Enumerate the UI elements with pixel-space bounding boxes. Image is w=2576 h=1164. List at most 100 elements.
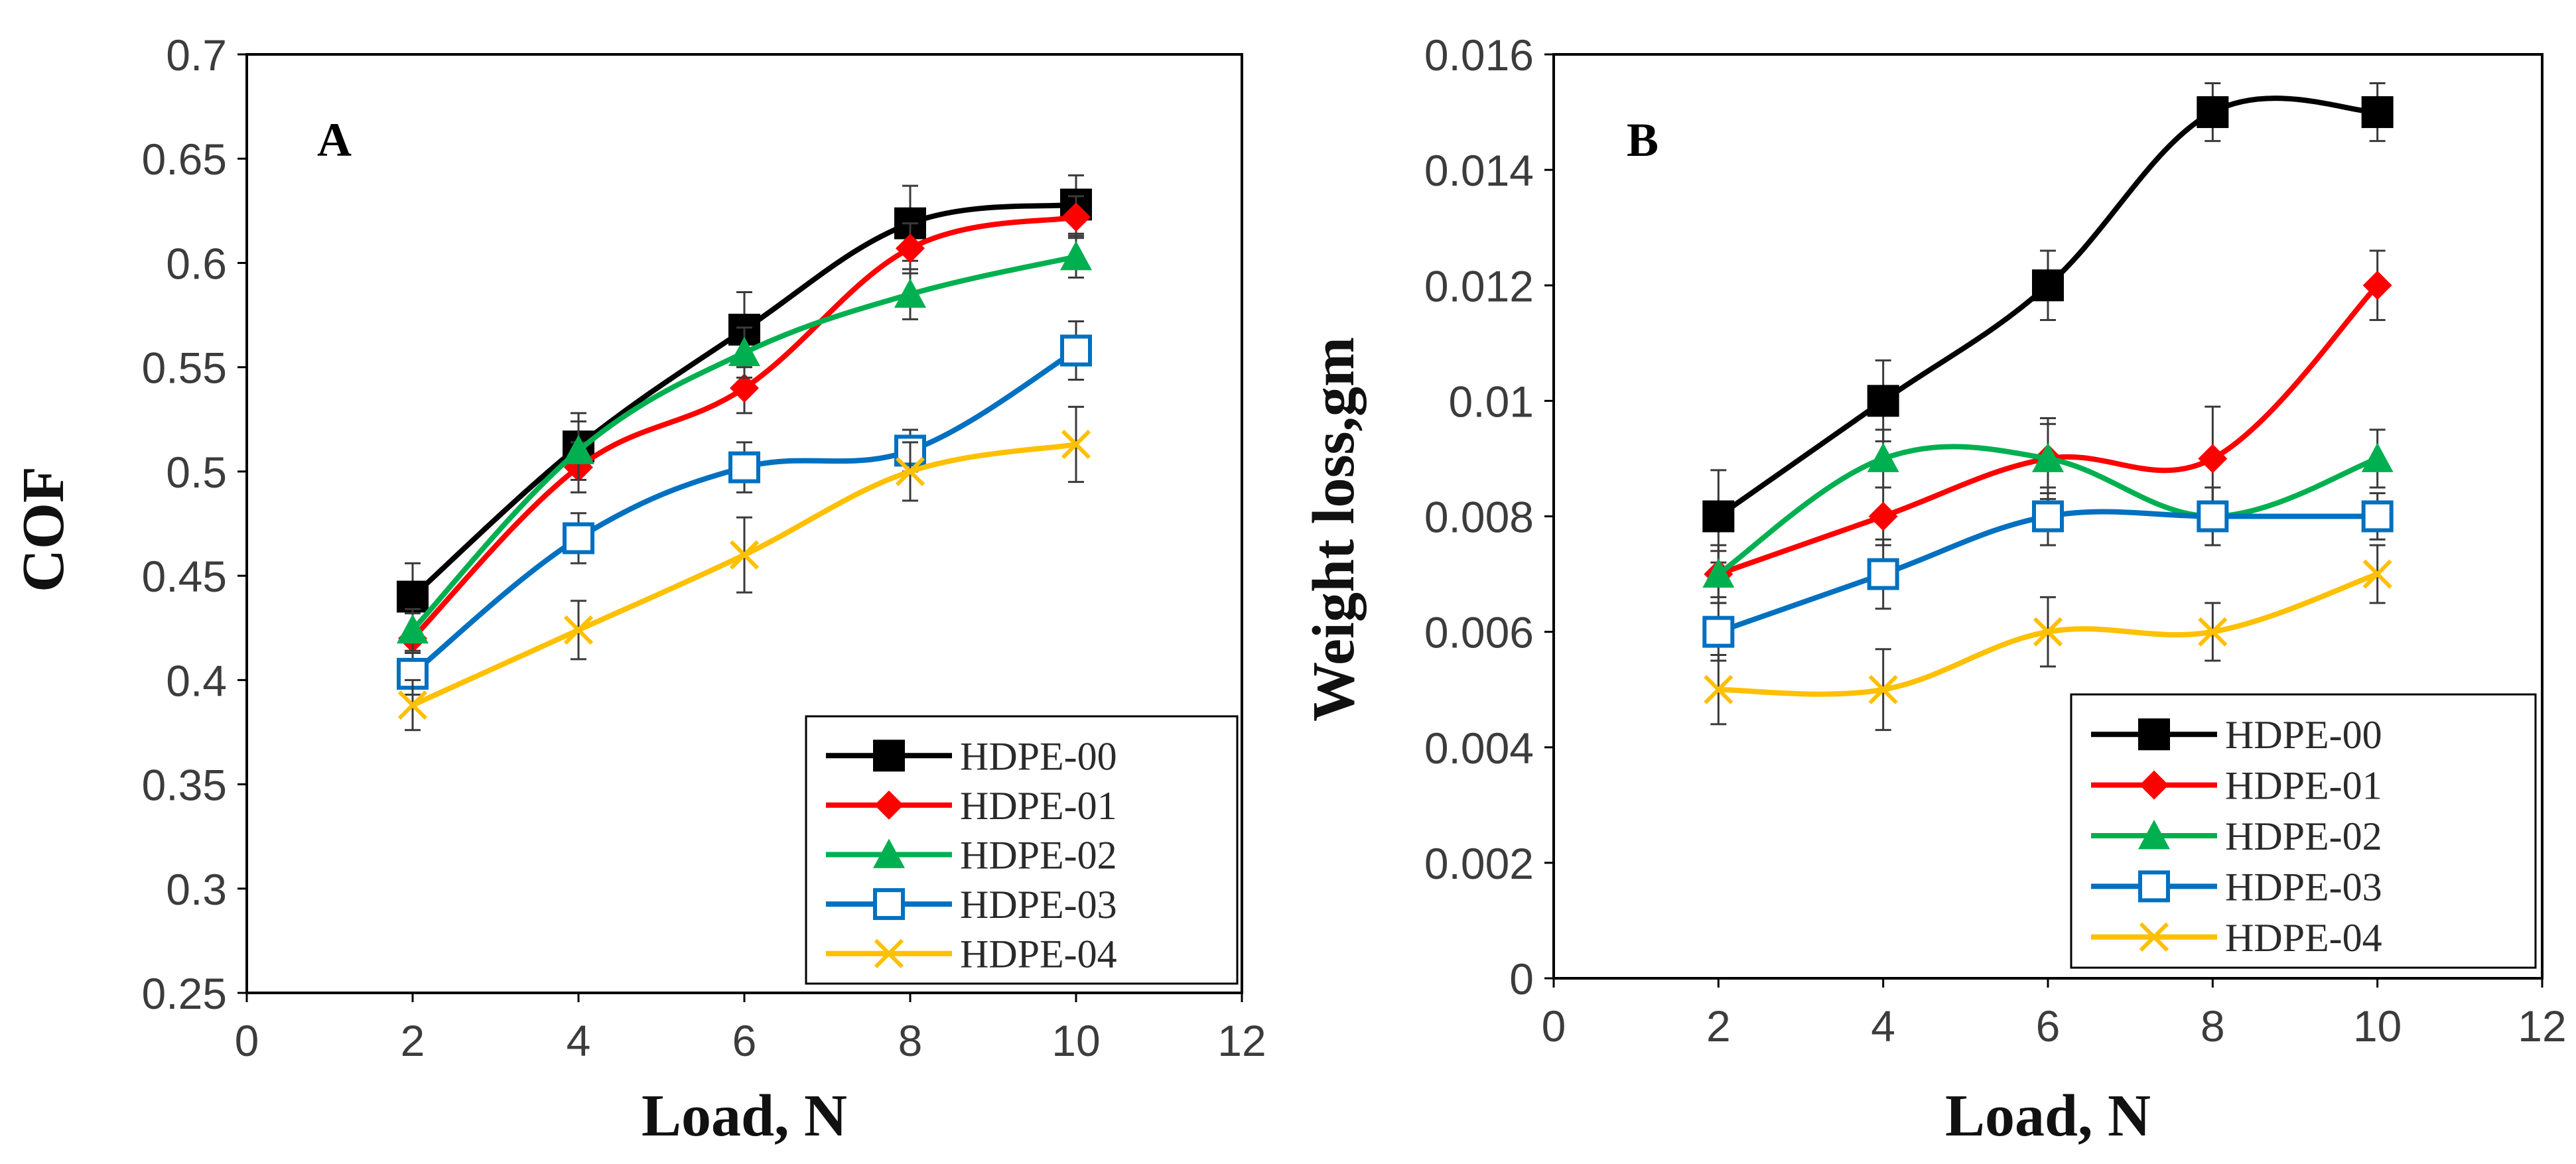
data-point-marker	[2032, 442, 2064, 472]
y-tick-label: 0	[1509, 954, 1534, 1003]
x-tick-label: 4	[1871, 1002, 1895, 1051]
data-point-marker	[2361, 500, 2394, 533]
data-point-marker	[729, 540, 760, 570]
x-tick-label: 0	[235, 1016, 259, 1065]
legend-marker-swatch	[2138, 870, 2170, 903]
legend: HDPE-00 HDPE-01 HDPE-02 HDPE-03 HDPE-04	[2070, 693, 2537, 969]
legend-marker-swatch	[2138, 820, 2170, 850]
data-point-marker	[728, 451, 760, 484]
legend: HDPE-00 HDPE-01 HDPE-02 HDPE-03 HDPE-04	[805, 715, 1239, 985]
legend-label: HDPE-03	[2225, 865, 2382, 909]
y-tick-label: 0.6	[166, 239, 227, 288]
x-tick-label: 6	[732, 1016, 757, 1065]
data-point-marker	[2197, 96, 2229, 129]
data-point-marker	[2033, 617, 2063, 647]
legend-marker-swatch	[874, 790, 904, 820]
legend-label: HDPE-02	[960, 834, 1117, 877]
y-tick-label: 0.35	[142, 761, 227, 810]
data-point-marker	[2032, 500, 2064, 533]
data-point-marker	[563, 615, 594, 645]
y-tick-label: 0.016	[1424, 31, 1534, 80]
x-tick-label: 8	[2201, 1002, 2225, 1051]
series-hdpe-01	[398, 195, 1091, 665]
x-axis-title: Load, N	[1945, 1083, 2151, 1149]
y-tick-label: 0.25	[142, 969, 227, 1018]
chart-b-weight-loss: 0 2 4 6 8 10 12 0 0.002 0.004 0.006 0.008 0.01 0.012 0…	[1301, 31, 2567, 1149]
y-tick-label: 0.4	[166, 656, 227, 705]
y-tick-label: 0.5	[166, 448, 227, 497]
legend-marker-swatch	[2139, 770, 2169, 800]
x-tick-label: 4	[567, 1016, 591, 1065]
x-tick-label: 10	[1051, 1016, 1100, 1065]
data-point-marker	[730, 373, 759, 403]
panel-label: B	[1627, 113, 1659, 166]
y-tick-label: 0.012	[1424, 261, 1534, 310]
data-point-marker	[1060, 334, 1092, 367]
legend-item: HDPE-01	[826, 784, 1117, 828]
y-tick-label: 0.7	[166, 31, 227, 80]
data-point-marker	[1061, 202, 1091, 232]
legend-label: HDPE-02	[2225, 814, 2382, 858]
data-point-marker	[2197, 500, 2229, 533]
data-point-marker	[1704, 675, 1733, 704]
legend-item: HDPE-03	[2091, 865, 2382, 909]
series-hdpe-00	[1702, 82, 2394, 564]
panel-label: A	[317, 113, 352, 166]
series-hdpe-03	[1702, 486, 2394, 662]
y-axis-title: Weight loss,gm	[1301, 337, 1367, 722]
legend-marker-swatch	[874, 938, 904, 968]
x-tick-label: 6	[2036, 1002, 2061, 1051]
data-point-marker	[2198, 444, 2228, 474]
y-tick-label: 0.006	[1424, 608, 1534, 657]
x-axis-title: Load, N	[642, 1083, 847, 1149]
data-point-marker	[2198, 617, 2228, 647]
data-point-marker	[1702, 615, 1735, 648]
data-point-marker	[397, 690, 428, 720]
legend-item: HDPE-00	[826, 734, 1117, 778]
legend-label: HDPE-03	[960, 883, 1117, 927]
data-point-marker	[2362, 271, 2392, 300]
y-tick-label: 0.55	[142, 344, 227, 393]
y-tick-label: 0.3	[166, 865, 227, 914]
x-tick-label: 2	[1706, 1002, 1731, 1051]
legend-item: HDPE-04	[826, 933, 1117, 976]
legend-label: HDPE-04	[2225, 916, 2382, 960]
y-tick-label: 0.65	[142, 135, 227, 184]
legend-item: HDPE-01	[2091, 764, 2382, 808]
data-point-marker	[1867, 442, 1899, 472]
data-point-marker	[563, 434, 594, 464]
data-point-marker	[2362, 559, 2392, 589]
legend-label: HDPE-01	[2225, 764, 2382, 808]
legend-item: HDPE-02	[2091, 814, 2382, 858]
legend-label: HDPE-00	[2225, 713, 2382, 757]
legend-item: HDPE-00	[2091, 713, 2382, 757]
data-point-marker	[1702, 558, 1735, 588]
x-tick-label: 8	[898, 1016, 923, 1065]
x-tick-label: 2	[401, 1016, 425, 1065]
legend-marker-swatch	[873, 838, 905, 868]
data-point-marker	[1702, 500, 1735, 533]
data-point-marker	[2032, 269, 2064, 302]
data-point-marker	[896, 233, 925, 263]
data-point-marker	[563, 522, 594, 554]
x-tick-label: 12	[2518, 1002, 2566, 1051]
series-hdpe-04	[1704, 544, 2392, 732]
data-point-marker	[1868, 675, 1898, 704]
y-tick-label: 0.014	[1424, 146, 1534, 195]
data-point-marker	[1061, 429, 1091, 460]
data-point-marker	[2361, 96, 2394, 129]
data-point-marker	[397, 614, 429, 644]
y-axis-title: COF	[11, 466, 76, 592]
y-tick-label: 0.01	[1449, 377, 1534, 426]
y-tick-label: 0.008	[1424, 493, 1534, 542]
series-hdpe-02	[397, 235, 1092, 652]
series-hdpe-04	[397, 405, 1091, 732]
legend-marker-swatch	[2138, 718, 2170, 751]
data-point-marker	[1868, 501, 1898, 531]
x-tick-label: 0	[1542, 1002, 1566, 1051]
data-point-marker	[728, 336, 760, 367]
legend-label: HDPE-01	[960, 784, 1117, 828]
data-point-marker	[1060, 241, 1092, 271]
data-point-marker	[1867, 385, 1899, 417]
